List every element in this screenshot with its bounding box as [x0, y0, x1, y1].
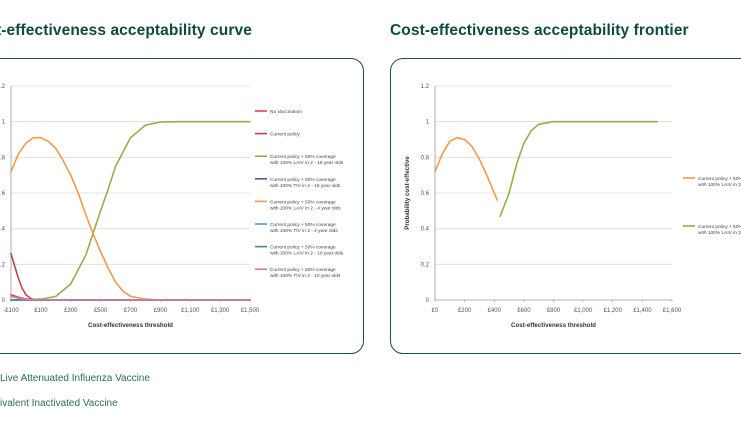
- y-tick-label: 0.6: [0, 191, 6, 197]
- right-chart-panel: 0 0.2 0.4 0.6 0.8 1 1.2 £0 £200 £400 £600 £800 £1,00…: [390, 58, 741, 354]
- y-tick-label: 0.8: [421, 155, 430, 161]
- y-tick-label: 1: [426, 120, 430, 126]
- x-tick-label: £100: [34, 308, 48, 314]
- series-line-1: [434, 136, 498, 201]
- y-tick-label: 0.6: [421, 191, 430, 197]
- right-chart-title: Cost-effectiveness acceptability frontie…: [390, 22, 689, 39]
- x-tick-label: £700: [124, 308, 138, 314]
- x-tick-label: £0: [432, 308, 439, 314]
- legend-label: Current policy + 50% coverage with 100% T…: [270, 177, 341, 189]
- y-tick-label: 1: [2, 120, 6, 126]
- x-tick-label: £1,100: [181, 308, 200, 314]
- x-axis-label: Cost-effectiveness threshold: [88, 322, 173, 329]
- series-line-3: [10, 120, 251, 301]
- x-tick-label: £1,200: [604, 308, 623, 314]
- y-tick-label: 1.2: [421, 84, 430, 90]
- series-line-2: [10, 252, 251, 301]
- x-tick-label: £1,600: [663, 308, 682, 314]
- x-tick-label: £1,000: [574, 308, 593, 314]
- y-tick-label: 0.4: [421, 227, 430, 233]
- legend-label: No Vaccination: [270, 109, 302, 115]
- x-tick-label: £500: [94, 308, 108, 314]
- series-line-2: [499, 120, 659, 217]
- y-tick-label: 0.2: [421, 262, 430, 268]
- x-tick-label: £600: [517, 308, 531, 314]
- x-axis-label: Cost-effectiveness threshold: [511, 322, 596, 329]
- x-tick-label: £800: [547, 308, 561, 314]
- series-line-5: [10, 136, 251, 301]
- x-tick-label: £1,400: [633, 308, 652, 314]
- y-tick-label: 1.2: [0, 84, 6, 90]
- legend-label: Current policy: [270, 132, 300, 138]
- left-chart-panel: 0 0.2 0.4 0.6 0.8 1 1.2 -£100 £100 £300 £500 £700 £9…: [0, 58, 364, 354]
- left-chart-title: t-effectiveness acceptability curve: [0, 22, 252, 39]
- y-tick-label: 0: [426, 298, 430, 304]
- legend-label: Current policy + 50% coverage with 100% T…: [270, 267, 341, 279]
- acceptability-curve-chart: 0 0.2 0.4 0.6 0.8 1 1.2 -£100 £100 £300 £500 £700 £9…: [0, 84, 344, 329]
- y-tick-label: 0.4: [0, 227, 6, 233]
- x-tick-label: £400: [488, 308, 502, 314]
- y-tick-label: 0.8: [0, 155, 6, 161]
- x-tick-label: £200: [458, 308, 472, 314]
- acceptability-frontier-chart: 0 0.2 0.4 0.6 0.8 1 1.2 £0 £200 £400 £600 £800 £1,00…: [404, 84, 741, 329]
- series-line-8: [10, 295, 251, 301]
- x-tick-label: £900: [154, 308, 168, 314]
- y-axis-label: Probability cost-effective: [404, 156, 411, 230]
- legend-label: Current policy + 50% coverage with 100% T…: [270, 222, 338, 234]
- x-tick-label: £300: [64, 308, 78, 314]
- footnote-laiv: Live Attenuated Influenza Vaccine: [0, 373, 150, 384]
- y-tick-label: 0.2: [0, 262, 6, 268]
- x-tick-label: £1,300: [211, 308, 230, 314]
- y-tick-label: 0: [2, 298, 6, 304]
- x-tick-label: £1,500: [241, 308, 260, 314]
- x-tick-label: -£100: [3, 308, 19, 314]
- footnote-tiv: ivalent Inactivated Vaccine: [0, 398, 118, 409]
